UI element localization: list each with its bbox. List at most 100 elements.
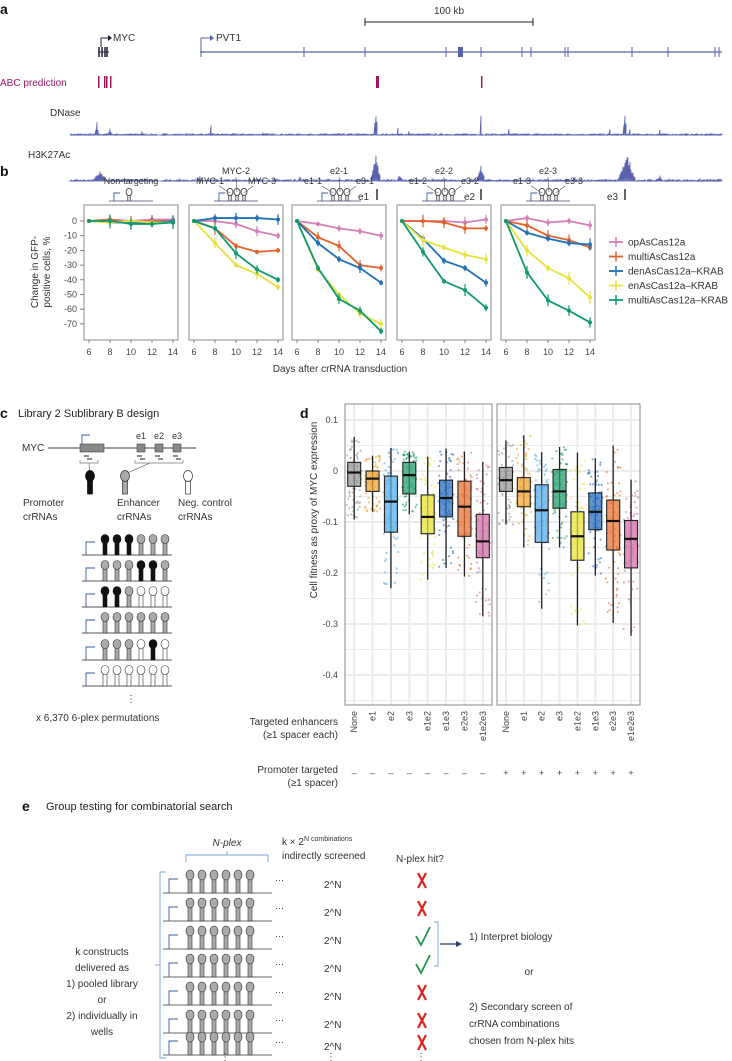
hairpin-stem: [211, 990, 217, 1006]
jitter-point: [538, 468, 541, 472]
hit-header: N-plex hit?: [396, 854, 444, 865]
hairpin-stem: [247, 1040, 253, 1056]
jitter-point: [592, 546, 596, 549]
legend-item: denAsCas12a–KRAB: [628, 267, 724, 278]
jitter-point: [623, 569, 626, 572]
jitter-point: [388, 452, 391, 455]
outcome-text: 1) Interpret biology: [469, 932, 552, 943]
hairpin-stem: [187, 1018, 193, 1034]
jitter-point: [636, 496, 640, 499]
abc-prediction-mark: [98, 76, 100, 88]
jitter-point: [561, 521, 564, 524]
hairpin-stem: [223, 962, 229, 978]
hairpin-stem: [114, 619, 120, 634]
hairpin-stem: [102, 593, 108, 608]
jitter-point: [478, 570, 481, 573]
data-point: [192, 219, 196, 223]
x-icon: [417, 900, 427, 917]
hairpin-stem: [223, 1018, 229, 1034]
x-icon: [417, 1034, 427, 1051]
x-tick-label: 12: [460, 347, 470, 357]
header-label: Non-targeting: [104, 176, 159, 186]
jitter-point: [385, 582, 388, 586]
data-point: [234, 216, 238, 221]
jitter-point: [615, 595, 618, 598]
pvt1-exon: [458, 47, 463, 57]
jitter-point: [525, 457, 528, 460]
jitter-point: [469, 474, 472, 477]
jitter-point: [608, 566, 611, 569]
jitter-point: [577, 501, 580, 504]
hairpin-icon: [240, 187, 248, 197]
hairpin-stem: [247, 934, 253, 950]
hairpin-icon: [100, 639, 110, 649]
jitter-point: [411, 510, 414, 513]
data-point: [337, 226, 341, 231]
hairpin-icon: [160, 534, 170, 544]
ellipsis: ···: [275, 931, 284, 941]
jitter-point: [582, 619, 585, 623]
jitter-point: [358, 489, 361, 492]
hairpin-stem: [162, 646, 168, 661]
data-point: [213, 241, 217, 246]
box-facet: None + e1 + e2 + e3 + e1e2 + e1e3 + e2e3 + e1e2e3 +: [496, 403, 641, 778]
promoter-sign: –: [388, 768, 393, 778]
jitter-point: [561, 458, 564, 461]
jitter-point: [632, 580, 635, 583]
jitter-point: [378, 460, 381, 463]
jitter-point: [457, 568, 460, 572]
jitter-point: [517, 453, 520, 456]
x-tick-label: e1e3: [441, 711, 451, 731]
jitter-point: [419, 478, 422, 481]
jitter-point: [607, 602, 610, 605]
outcome-text: chosen from N-plex hits: [469, 1036, 574, 1047]
hairpin-icon: [185, 981, 195, 993]
hairpin-stem: [223, 878, 229, 894]
jitter-point: [633, 512, 636, 515]
promoter-sign: +: [593, 768, 598, 778]
hairpin-icon: [148, 639, 158, 649]
jitter-point: [424, 483, 427, 486]
abc-prediction-mark: [104, 76, 106, 88]
hairpin-stem: [150, 672, 156, 687]
jitter-point: [502, 447, 506, 450]
y-axis-label: Cell fitness as proxy of MYC expression: [309, 422, 320, 599]
hairpin-stem: [87, 479, 93, 495]
promoter-sign: –: [370, 768, 375, 778]
crRNA-type-label: Neg. control: [178, 498, 232, 509]
jitter-point: [506, 441, 510, 444]
y-tick-label: -20: [64, 245, 77, 255]
ellipsis: ⋮: [126, 694, 136, 705]
hairpin-icon: [124, 612, 134, 622]
y-axis-label: positive cells, %: [42, 236, 53, 307]
hairpin-stem: [126, 593, 132, 608]
jitter-point: [405, 457, 408, 460]
hairpin-icon: [136, 560, 146, 570]
x-tick-label: 12: [355, 347, 365, 357]
x-tick-label: 6: [294, 347, 299, 357]
x-tick-label: e1: [519, 711, 529, 721]
jitter-point: [610, 603, 613, 607]
jitter-point: [378, 456, 381, 459]
data-point: [525, 230, 529, 235]
jitter-point: [498, 522, 501, 525]
row-label: Promoter targeted: [257, 765, 338, 776]
data-point: [276, 285, 280, 290]
jitter-point: [547, 547, 550, 551]
jitter-point: [424, 457, 427, 460]
jitter-point: [580, 464, 583, 467]
jitter-point: [569, 468, 572, 471]
track-label-abc: ABC prediction: [0, 78, 67, 89]
jitter-point: [544, 593, 548, 596]
promoter-sign: –: [425, 768, 430, 778]
hairpin-icon: [552, 187, 560, 197]
jitter-point: [348, 507, 351, 510]
promoter-sign: +: [503, 768, 508, 778]
abc-prediction-mark: [110, 76, 112, 88]
x-tick-label: 12: [564, 347, 574, 357]
jitter-point: [616, 492, 619, 495]
combinations-value: 2^N: [324, 992, 341, 1003]
jitter-point: [466, 554, 469, 557]
jitter-point: [485, 464, 488, 467]
y-axis-label: Change in GFP-: [30, 236, 41, 308]
